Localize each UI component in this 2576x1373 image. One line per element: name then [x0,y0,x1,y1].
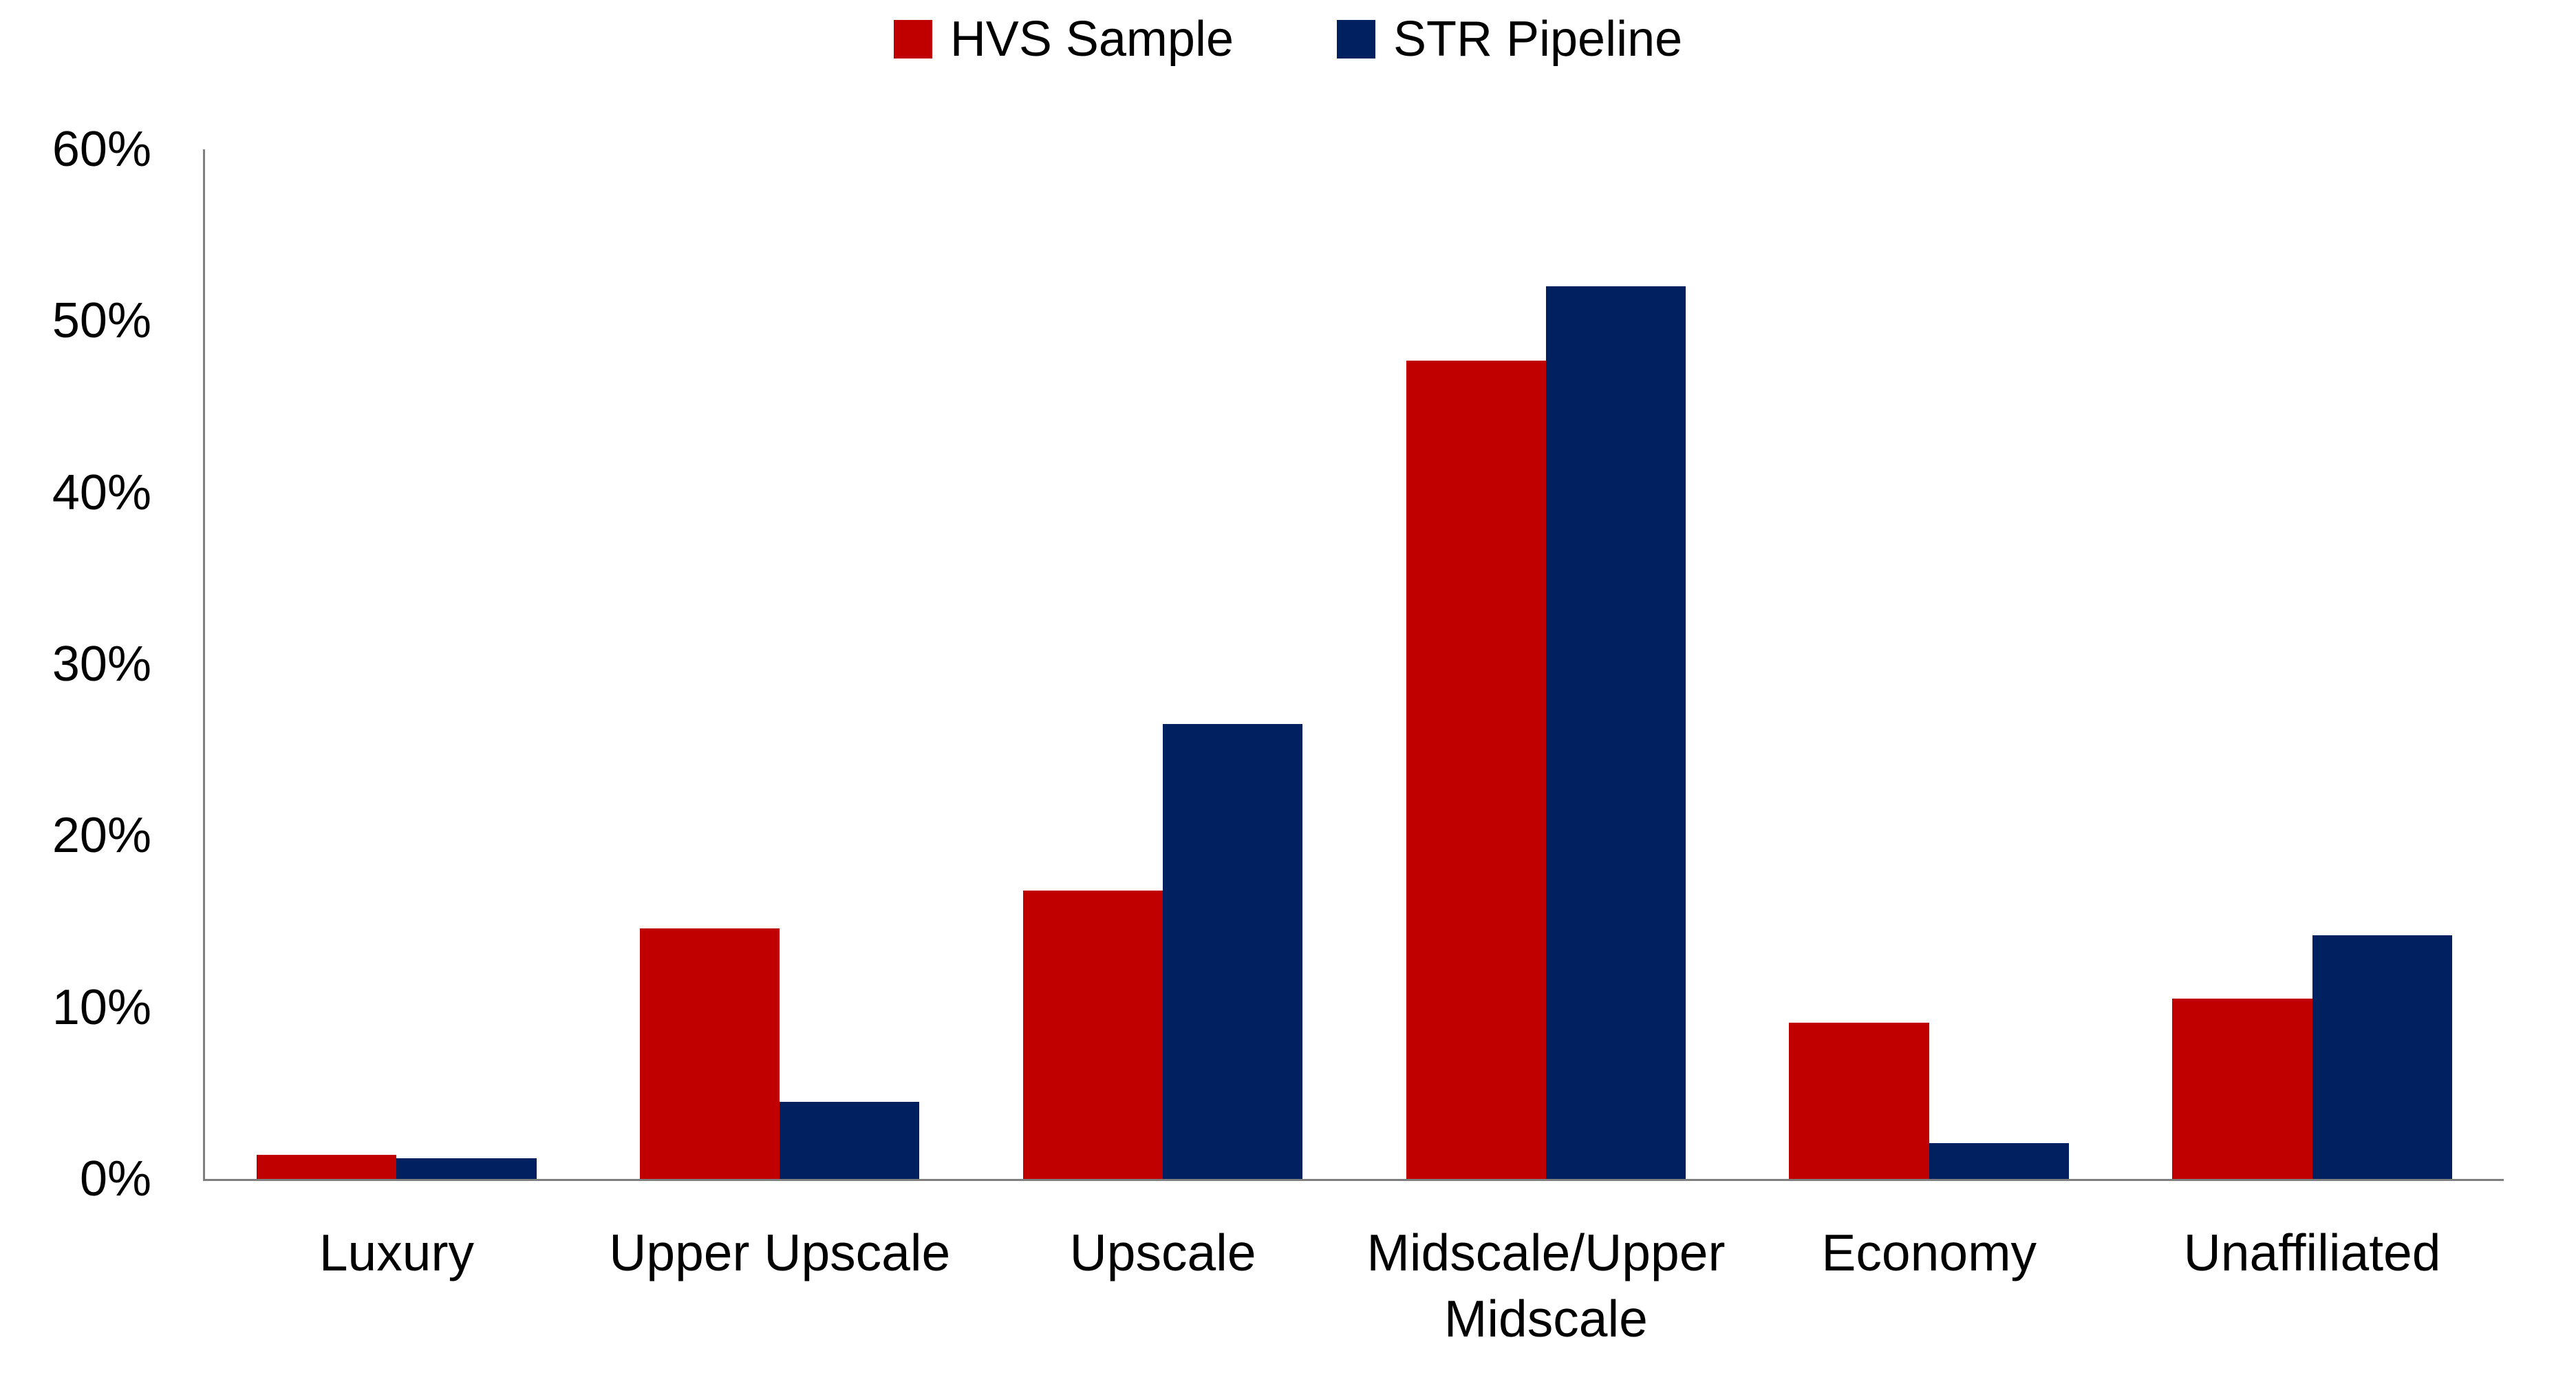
legend: HVS Sample STR Pipeline [0,11,2576,67]
x-axis-line [203,1179,2504,1181]
y-axis-tick-labels: 0% 10% 20% 30% 40% 50% 60% [0,125,151,1204]
bar-group-upper-upscale [588,149,972,1179]
legend-swatch-str-pipeline [1336,20,1375,58]
x-label-unaffiliated: Unaffiliated [2183,1224,2441,1281]
y-tick-label-30pct: 30% [52,637,151,692]
legend-item-hvs-sample: HVS Sample [893,11,1234,67]
x-label-luxury: Luxury [319,1224,474,1281]
bar-str-pipeline-unaffiliated [2312,935,2452,1179]
x-label-upper-upscale: Upper Upscale [609,1224,951,1281]
y-tick-label-20pct: 20% [52,808,151,864]
y-tick-label-60pct: 60% [52,122,151,177]
bar-str-pipeline-upper-upscale [780,1101,920,1179]
bar-str-pipeline-upscale [1163,724,1303,1179]
bar-group-economy [1737,149,2121,1179]
x-axis-labels: Luxury Upper Upscale Upscale Midscale/Upper… [205,1220,2504,1352]
plot-area [205,149,2504,1179]
legend-swatch-hvs-sample [893,20,932,58]
bar-group-unaffiliated [2121,149,2504,1179]
bar-hvs-sample-luxury [257,1155,397,1179]
bar-group-midscale-upper-midscale [1354,149,1737,1179]
bar-hvs-sample-upscale [1022,891,1163,1179]
bar-group-upscale [972,149,1355,1179]
bar-str-pipeline-luxury [396,1158,537,1179]
bar-hvs-sample-midscale-upper-midscale [1406,360,1546,1179]
bar-hvs-sample-upper-upscale [640,928,780,1179]
y-axis-line [203,149,205,1181]
y-tick-label-0pct: 0% [79,1151,151,1206]
y-tick-label-50pct: 50% [52,293,151,349]
y-tick-label-10pct: 10% [52,979,151,1035]
legend-item-str-pipeline: STR Pipeline [1336,11,1683,67]
legend-label-hvs-sample: HVS Sample [949,12,1234,67]
bar-str-pipeline-midscale-upper-midscale [1545,286,1686,1179]
x-label-midscale-upper-midscale: Midscale/Upper Midscale [1366,1224,1726,1348]
bar-group-luxury [205,149,588,1179]
y-tick-label-40pct: 40% [52,465,151,520]
x-label-upscale: Upscale [1069,1224,1256,1281]
bar-hvs-sample-unaffiliated [2172,999,2312,1179]
x-label-economy: Economy [1821,1224,2037,1281]
bar-hvs-sample-economy [1789,1023,1929,1179]
legend-label-str-pipeline: STR Pipeline [1393,12,1683,67]
bar-str-pipeline-economy [1929,1142,2069,1179]
